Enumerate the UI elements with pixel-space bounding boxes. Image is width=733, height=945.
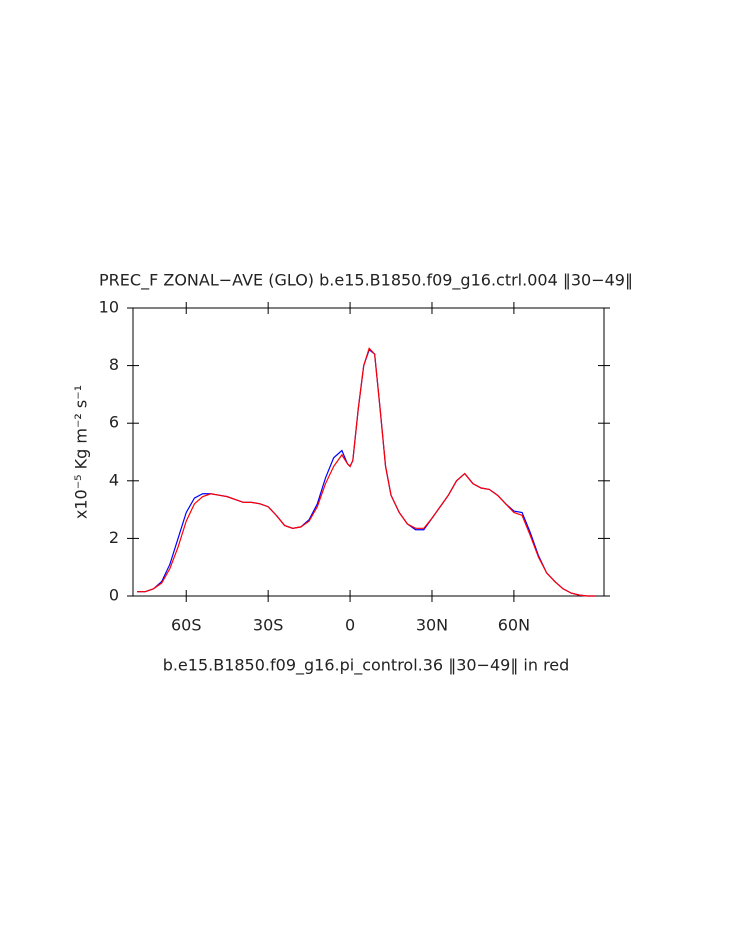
x-tick-label: 0: [345, 616, 355, 635]
x-axis-label: b.e15.B1850.f09_g16.pi_control.36 ‖30−49…: [163, 656, 570, 676]
plot-frame: [132, 307, 605, 597]
x-tick-label: 30S: [253, 616, 284, 635]
chart-title: PREC_F ZONAL−AVE (GLO) b.e15.B1850.f09_g…: [99, 271, 633, 291]
y-tick-label: 0: [109, 586, 119, 605]
y-tick-label: 10: [99, 298, 119, 317]
data-line: [137, 348, 596, 597]
x-tick-label: 60S: [171, 616, 202, 635]
y-axis-label: x10⁻⁵ Kg m⁻² s⁻¹: [72, 385, 91, 519]
x-tick-label: 60N: [498, 616, 530, 635]
data-line: [137, 347, 596, 597]
y-tick-label: 8: [109, 355, 119, 374]
y-tick-label: 6: [109, 413, 119, 432]
x-tick-label: 30N: [416, 616, 448, 635]
y-tick-label: 2: [109, 528, 119, 547]
y-tick-label: 4: [109, 470, 119, 489]
